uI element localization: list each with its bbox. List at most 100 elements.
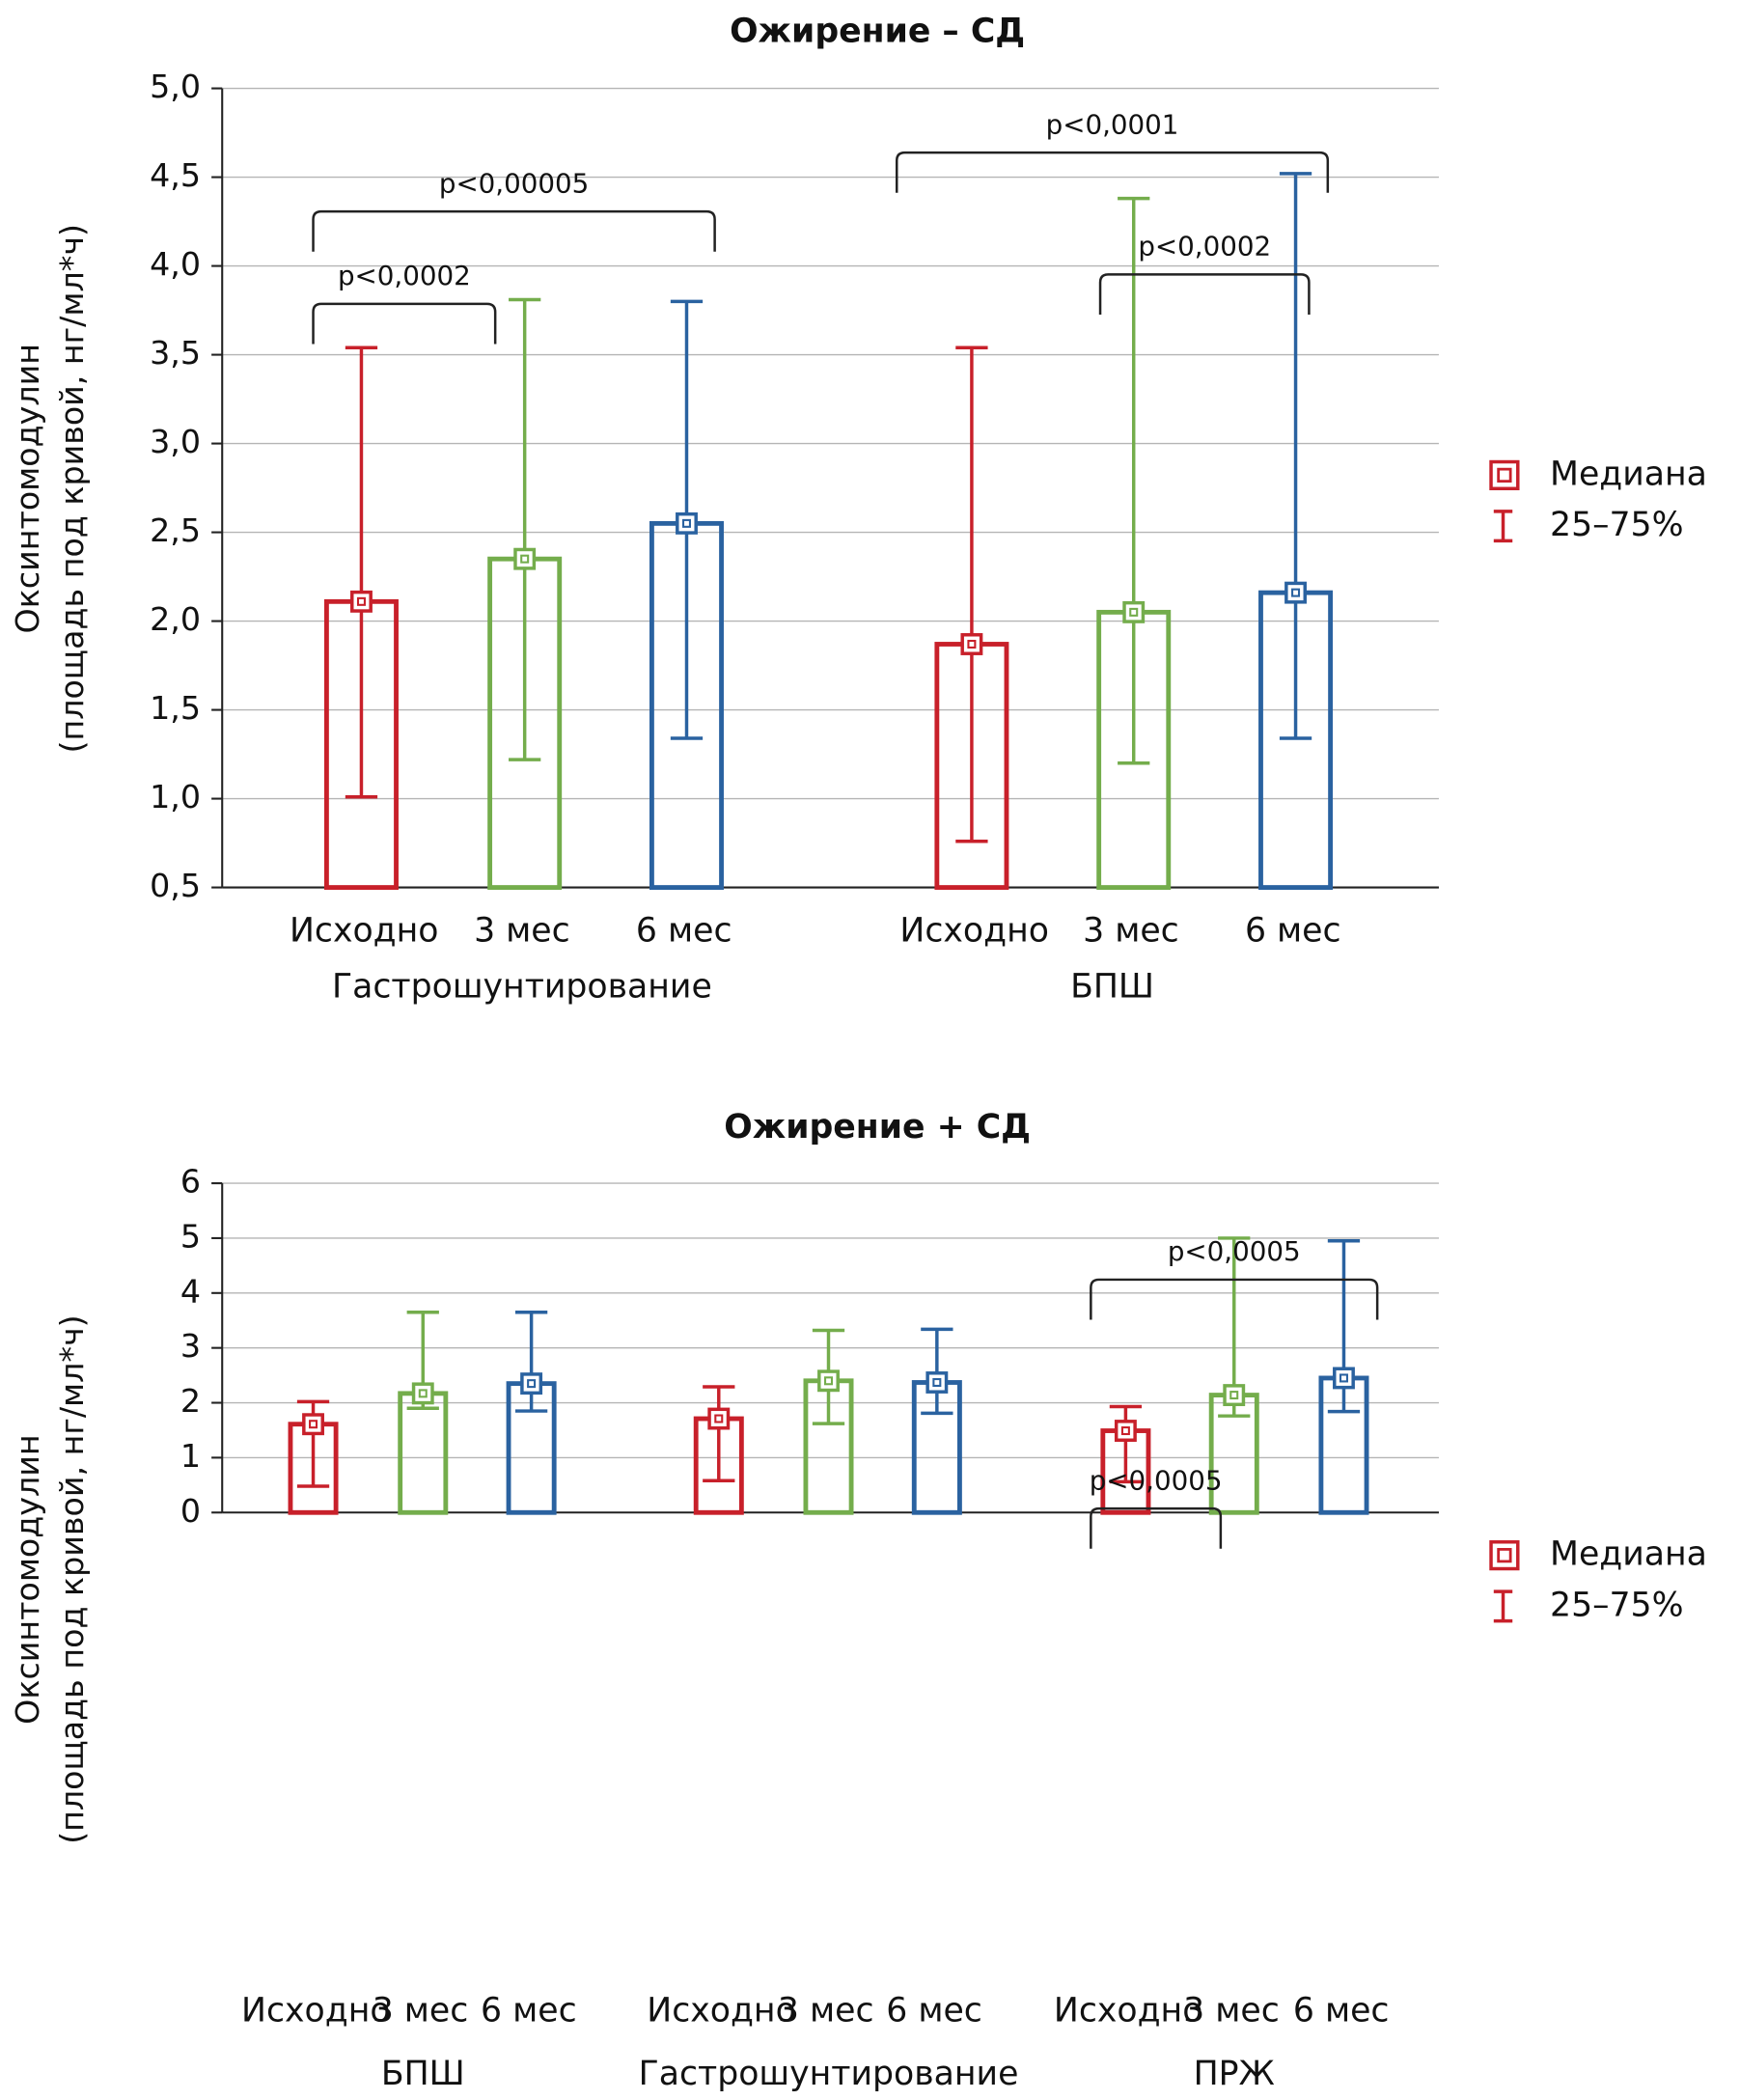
median-marker-inner — [932, 1377, 942, 1388]
x-tick-label: 6 мес — [481, 1992, 577, 2031]
median-marker — [411, 1382, 434, 1405]
legend-label: Медиана — [1550, 1535, 1707, 1574]
significance-bracket — [312, 302, 497, 345]
y-axis-label: (площадь под кривой, нг/мл*ч) — [53, 1314, 91, 1844]
significance-label: p<0,00005 — [439, 167, 589, 199]
x-tick-label: Исходно — [241, 1992, 391, 2031]
x-tick-label: 6 мес — [886, 1992, 982, 2031]
median-marker — [1223, 1384, 1246, 1407]
bar — [398, 1391, 449, 1515]
y-tick-label: 5 — [180, 1217, 201, 1255]
y-axis-label: Оксинтомодулин — [9, 344, 46, 633]
significance-label: p<0,0002 — [338, 260, 471, 291]
median-marker — [1333, 1367, 1355, 1390]
error-bar — [509, 297, 541, 761]
y-tick-label: 0,5 — [150, 867, 201, 904]
legend-label: 25–75% — [1550, 1586, 1683, 1624]
group-label: Гастрошунтирование — [639, 2055, 1019, 2093]
group-label: Гастрошунтирование — [332, 968, 712, 1007]
median-marker-inner — [714, 1414, 724, 1423]
x-tick-label: 6 мес — [1245, 911, 1341, 950]
median-marker-inner — [1291, 588, 1301, 597]
legend-label: Медиана — [1550, 455, 1707, 493]
group-label: БПШ — [1070, 968, 1154, 1007]
median-marker — [513, 547, 537, 570]
error-bar — [1118, 196, 1150, 765]
significance-label: p<0,0002 — [1138, 231, 1271, 262]
significance-bracket — [1090, 1506, 1223, 1549]
y-tick-label: 6 — [180, 1163, 201, 1201]
chart: Ожирение + СД Оксинтомодулин (площадь под … — [9, 1108, 1707, 2093]
error-bar — [955, 345, 988, 843]
median-marker — [350, 590, 373, 613]
chart-title: Ожирение – СД — [730, 12, 1025, 50]
median-marker — [960, 633, 983, 655]
median-marker-inner — [520, 554, 530, 564]
significance-bracket — [312, 209, 716, 252]
x-tick-label: 3 мес — [373, 1992, 469, 2031]
error-bar — [345, 345, 378, 799]
x-tick-label: Исходно — [1054, 1992, 1203, 2031]
x-tick-label: 3 мес — [1083, 911, 1179, 950]
y-axis-label: (площадь под кривой, нг/мл*ч) — [53, 224, 91, 754]
significance-label: p<0,0001 — [1046, 108, 1179, 140]
x-tick-label: 3 мес — [778, 1992, 874, 2031]
x-tick-label: Исходно — [647, 1992, 796, 2031]
y-tick-label: 4,0 — [150, 245, 201, 283]
y-tick-label: 2,5 — [150, 511, 201, 549]
y-tick-label: 2,0 — [150, 600, 201, 638]
error-bar — [514, 1310, 548, 1413]
median-marker-inner — [356, 596, 366, 606]
legend-icon — [1489, 459, 1520, 490]
median-marker — [676, 511, 698, 535]
median-marker — [520, 1372, 543, 1395]
y-tick-label: 1,5 — [150, 689, 201, 727]
median-marker-inner — [1120, 1426, 1130, 1436]
x-tick-label: Исходно — [290, 911, 439, 950]
legend-icon — [1493, 510, 1513, 543]
legend-icon — [1493, 1589, 1513, 1623]
median-marker-inner — [309, 1420, 318, 1429]
significance-bracket — [895, 151, 1330, 193]
legend-label: 25–75% — [1550, 506, 1683, 544]
y-axis-label: Оксинтомодулин — [9, 1434, 46, 1724]
median-marker — [817, 1369, 840, 1393]
median-marker-inner — [823, 1376, 834, 1386]
chart-title: Ожирение + СД — [724, 1108, 1031, 1147]
error-bar — [1109, 1404, 1143, 1484]
median-marker-inner — [1229, 1391, 1239, 1400]
significance-bracket — [1090, 1278, 1379, 1320]
y-tick-label: 3,5 — [150, 334, 201, 372]
median-marker-inner — [967, 639, 977, 649]
x-tick-label: Исходно — [899, 911, 1049, 950]
median-marker-inner — [418, 1389, 428, 1398]
median-marker — [1284, 581, 1307, 604]
y-tick-label: 5,0 — [150, 68, 201, 105]
error-bar — [1279, 172, 1312, 740]
y-tick-label: 2 — [180, 1382, 201, 1420]
x-tick-label: 3 мес — [1183, 1992, 1280, 2031]
chart: Ожирение – СД Оксинтомодулин (площадь под … — [9, 12, 1707, 1006]
median-marker — [302, 1413, 324, 1436]
y-tick-label: 1,0 — [150, 778, 201, 815]
y-tick-label: 3,0 — [150, 423, 201, 460]
y-tick-label: 4 — [180, 1272, 201, 1310]
x-tick-label: 3 мес — [474, 911, 570, 950]
y-tick-label: 4,5 — [150, 156, 201, 194]
y-tick-label: 0 — [180, 1492, 201, 1530]
legend-icon — [1489, 1540, 1520, 1571]
group-label: БПШ — [381, 2055, 465, 2093]
significance-bracket — [1098, 273, 1311, 315]
median-marker — [925, 1371, 949, 1394]
legend-icon — [1497, 467, 1512, 484]
median-marker — [707, 1407, 731, 1430]
error-bar — [921, 1327, 953, 1416]
x-tick-label: 6 мес — [1293, 1992, 1390, 2031]
group-label: ПРЖ — [1194, 2055, 1275, 2093]
median-marker-inner — [527, 1379, 537, 1389]
legend-icon — [1497, 1548, 1512, 1563]
x-tick-label: 6 мес — [636, 911, 732, 950]
significance-label: p<0,0005 — [1090, 1464, 1223, 1496]
median-marker-inner — [681, 518, 691, 528]
